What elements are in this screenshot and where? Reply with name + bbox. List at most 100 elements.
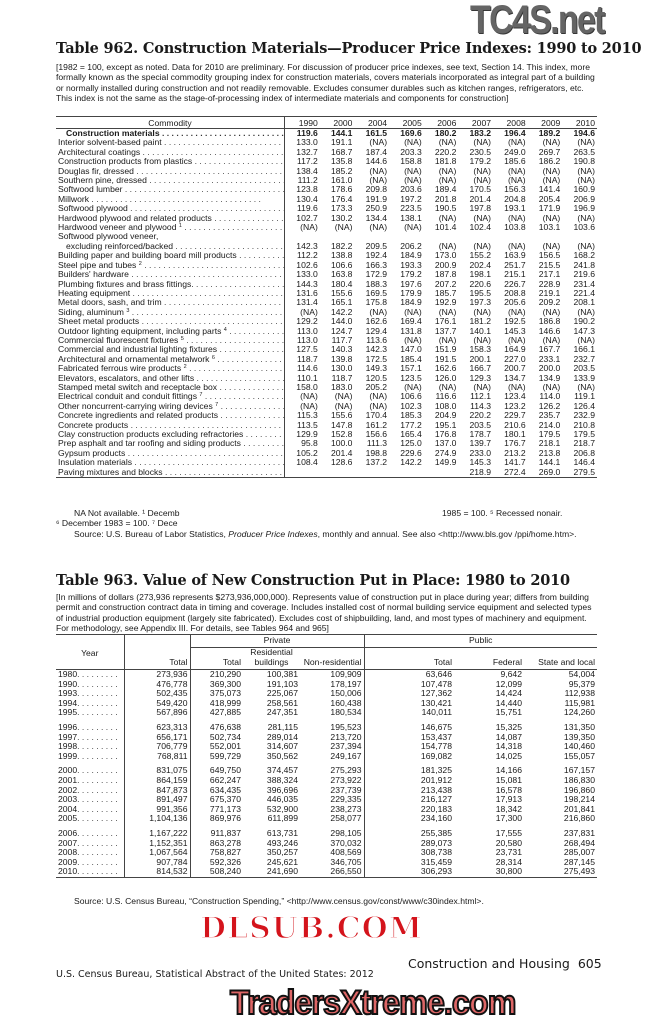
year-text: 1994 — [58, 697, 78, 708]
cell-2000: (NA) — [334, 391, 353, 402]
year-text: 1993 — [58, 688, 78, 699]
page-footer-publication: U.S. Census Bureau, Statistical Abstract… — [56, 969, 374, 980]
leader-dots: . . . . . . . . . — [77, 774, 118, 785]
cell-2009: (NA) — [542, 334, 561, 345]
cell-2004: 144.6 — [365, 156, 388, 167]
cell-2009: 215.5 — [538, 259, 561, 270]
cell-2010: 146.4 — [573, 457, 595, 468]
cell-total: 831,075 — [124, 761, 191, 776]
cell-public-total: 289,073 — [420, 837, 452, 848]
cell-2000: 147.8 — [330, 419, 353, 430]
table-row: Millwork . . . . . . . . . . . . . . . .… — [56, 193, 597, 205]
leader-dots: . . . . . . . . . . . . . . . . . . . . … — [189, 364, 283, 374]
cell-2008: (NA) — [507, 381, 526, 392]
cell-1990: (NA) — [300, 400, 318, 411]
leader-dots: . . . . . . . . . . . . . . . . . . . . … — [164, 467, 284, 477]
table-row: 2009. . . . . . . . . 907,784 592,326 245,6… — [56, 856, 597, 868]
col-2007: 2007 — [458, 116, 494, 129]
cell-2007: (NA) — [473, 175, 492, 186]
col-2010: 2010 — [562, 116, 597, 129]
cell-2010: 133.9 — [573, 372, 595, 383]
cell-federal: 14,424 — [495, 688, 522, 699]
cell-2006: 173.0 — [434, 250, 457, 261]
cell-total: 847,873 — [124, 785, 191, 796]
table-row: 2004. . . . . . . . . 991,356 771,173 532,9… — [56, 803, 597, 815]
row-label-text: Commercial and industrial lighting fixtu… — [58, 345, 218, 355]
cell-1990: 129.2 — [296, 316, 318, 327]
cell-2007: 202.4 — [469, 259, 492, 270]
cell-2000: 168.7 — [330, 146, 353, 157]
cell-nonresidential: 258,077 — [300, 814, 365, 824]
cell-private-total: 552,001 — [209, 741, 241, 752]
row-label: Hardwood plywood and related products . … — [56, 213, 285, 224]
cell-2005: 223.5 — [400, 203, 422, 214]
row-label: Construction products from plastics . . … — [56, 157, 285, 167]
table-row: Fabricated ferrous wire products 2 . . .… — [56, 363, 597, 374]
cell-2005: (NA) — [404, 222, 422, 233]
cell-federal: 15,325 — [495, 721, 522, 732]
row-label-text: Stamped metal switch and receptacle box — [58, 382, 218, 392]
table-row: 2008. . . . . . . . . 1,067,564 758,827 350… — [56, 847, 597, 858]
cell-federal: 15,081 — [495, 774, 522, 785]
table-row: 2002. . . . . . . . . 847,873 634,435 396,6… — [56, 784, 597, 796]
cell-2006: 176.8 — [434, 429, 457, 439]
cell-2009: (NA) — [542, 240, 561, 251]
cell-residential: 191,103 — [266, 678, 298, 689]
table-row: Builders' hardware . . . . . . . . . . .… — [56, 269, 597, 280]
row-year: 1996. . . . . . . . . — [56, 717, 125, 733]
cell-1990: 117.2 — [296, 156, 318, 167]
cell-1990: 113.0 — [296, 334, 318, 345]
cell-2007: 197.8 — [469, 203, 492, 214]
cell-2009: (NA) — [542, 306, 561, 317]
cell-nonresidential: 237,739 — [300, 785, 365, 796]
col-2005: 2005 — [389, 116, 424, 129]
cell-state-local: 140,460 — [563, 741, 595, 752]
row-year: 2006. . . . . . . . . — [56, 823, 125, 839]
cell-residential: 225,067 — [266, 688, 298, 699]
cell-federal: 16,578 — [495, 784, 522, 795]
year-text: 1997 — [58, 731, 78, 742]
cell-2005: (NA) — [404, 175, 422, 186]
cell-public-total: 234,160 — [420, 813, 452, 824]
footnote-marker: 1 — [178, 223, 182, 230]
footnote-line-1-end: 1985 = 100. ⁵ Recessed nonair. — [442, 508, 563, 518]
leader-dots: . . . . . . . . . . . . . . . . . . . . … — [220, 401, 284, 411]
cell-2005: 197.2 — [400, 193, 422, 204]
cell-state-local: 155,057 — [563, 750, 595, 761]
row-label: Gypsum products . . . . . . . . . . . . … — [56, 448, 285, 459]
col-group-public: Public — [364, 634, 597, 648]
leader-dots: . . . . . . . . . . . . . . . . . . . . … — [128, 270, 285, 280]
cell-2000: (NA) — [334, 222, 353, 233]
cell-2010: 206.8 — [573, 447, 595, 458]
year-text: 2008 — [58, 847, 78, 858]
leader-dots: . . . . . . . . . . . . . . . . . . . . … — [127, 204, 285, 214]
row-label-text: Siding, aluminum — [58, 307, 124, 317]
cell-2004: 175.8 — [365, 297, 388, 308]
col-state-local: State and local — [538, 656, 595, 667]
cell-2009: 213.8 — [538, 447, 561, 458]
year-text: 2010 — [58, 866, 78, 877]
cell-private-total: 758,827 — [209, 847, 241, 858]
year-text: 2002 — [58, 784, 78, 795]
cell-2005: (NA) — [404, 137, 422, 148]
cell-2004: 166.3 — [365, 259, 388, 270]
cell-2008: (NA) — [507, 334, 526, 345]
cell-2006: 149.9 — [434, 457, 457, 468]
cell-2004: 187.4 — [365, 146, 388, 157]
cell-2008: 210.6 — [504, 419, 526, 430]
cell-2008: (NA) — [507, 306, 526, 317]
source-suffix: , monthly and annual. See also <http://w… — [317, 529, 577, 539]
cell-1990: 123.8 — [296, 184, 318, 195]
cell-2005: (NA) — [404, 334, 422, 345]
cell-2006: 137.7 — [434, 325, 457, 336]
cell-state-local: 124,260 — [563, 707, 595, 718]
table-row: Concrete products . . . . . . . . . . . … — [56, 419, 597, 430]
cell-2008: 204.8 — [504, 193, 526, 204]
cell-2006: (NA) — [438, 334, 457, 345]
cell-federal: 28,314 — [495, 856, 522, 867]
cell-private-total: 771,173 — [209, 803, 241, 814]
row-label: Elevators, escalators, and other lifts .… — [56, 373, 285, 383]
year-text: 2001 — [58, 774, 78, 785]
cell-2010: 160.9 — [573, 184, 595, 195]
